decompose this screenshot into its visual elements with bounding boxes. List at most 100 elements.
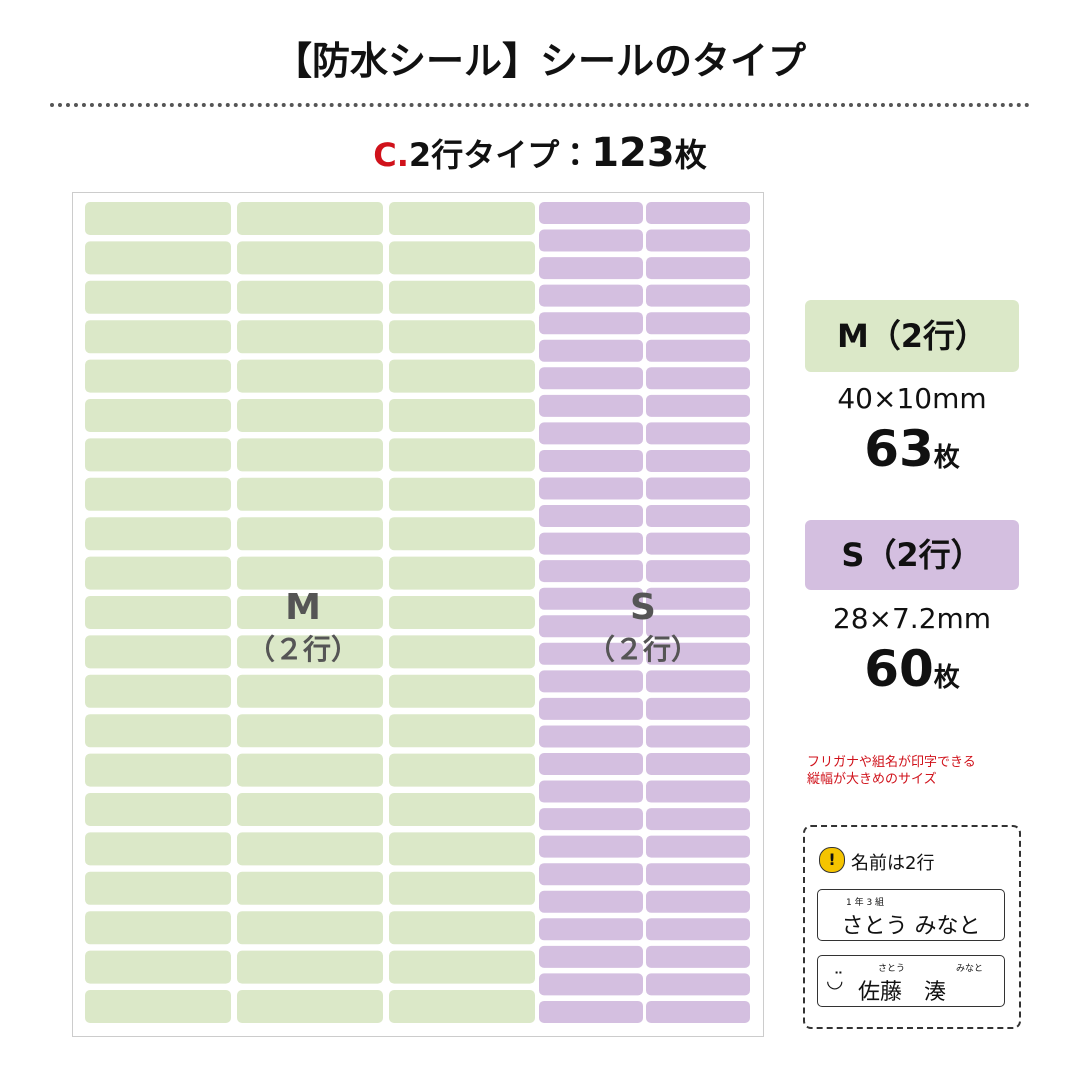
- sticker: [539, 257, 643, 280]
- sticker: [646, 532, 750, 555]
- furigana: みなと: [956, 964, 984, 974]
- size-m-dimensions: 40×10mm: [837, 382, 987, 415]
- sticker: [389, 714, 535, 748]
- sticker: [539, 532, 643, 555]
- example-box: ! 名前は2行 1 年 3 組 さとう みなと ◡̈ さとう みなと 佐藤 湊: [803, 825, 1021, 1029]
- label-size: M: [285, 587, 321, 628]
- sticker: [539, 973, 643, 996]
- sticker: [389, 280, 535, 314]
- sticker: [389, 753, 535, 787]
- sticker: [539, 697, 643, 720]
- sticker: [539, 1000, 643, 1023]
- sticker: [539, 945, 643, 968]
- sticker: [389, 517, 535, 551]
- sticker: [646, 697, 750, 720]
- sticker: [237, 911, 383, 945]
- label-size: S: [630, 587, 656, 628]
- sticker: [389, 674, 535, 708]
- sticker: [539, 367, 643, 390]
- sticker: [539, 918, 643, 941]
- sticker: [646, 477, 750, 500]
- sticker: [539, 505, 643, 528]
- sample-2: ◡̈ さとう みなと 佐藤 湊: [817, 955, 1005, 1007]
- sticker: [389, 359, 535, 393]
- label-lines: （２行）: [586, 633, 699, 666]
- sticker: [389, 202, 535, 235]
- sticker: [539, 670, 643, 693]
- sticker: [237, 793, 383, 826]
- sticker: [646, 945, 750, 968]
- subtitle-count: 123: [591, 130, 675, 176]
- sticker: [646, 587, 750, 610]
- sticker: [646, 918, 750, 941]
- sticker: [85, 438, 231, 472]
- sticker: [389, 477, 535, 511]
- sticker: [539, 284, 643, 307]
- subtitle-prefix: C.: [373, 136, 409, 174]
- sticker: [539, 422, 643, 445]
- subtitle-unit: 枚: [674, 136, 707, 174]
- size-s-badge: S（2行）: [805, 520, 1019, 590]
- sticker: [646, 505, 750, 528]
- sticker: [237, 399, 383, 432]
- sticker: [389, 438, 535, 472]
- unit: 枚: [933, 443, 960, 473]
- title: 【防水シール】シールのタイプ: [273, 39, 806, 83]
- sticker: [237, 517, 383, 551]
- sticker: [237, 753, 383, 787]
- sticker: [646, 339, 750, 362]
- sticker: [85, 911, 231, 945]
- sticker: [389, 990, 535, 1023]
- sticker: [646, 560, 750, 583]
- sticker: [237, 280, 383, 314]
- sticker: [85, 793, 231, 826]
- sticker: [646, 973, 750, 996]
- sticker: [85, 359, 231, 393]
- sticker: [237, 438, 383, 472]
- sheet-label-m: M （２行）: [218, 588, 388, 668]
- size-s-count: 60枚: [790, 640, 1034, 698]
- sticker: [646, 449, 750, 472]
- sticker: [539, 808, 643, 831]
- sticker: [539, 202, 643, 224]
- note: フリガナや組名が印字できる 縦幅が大きめのサイズ: [807, 754, 1067, 788]
- count: 60: [864, 640, 934, 698]
- sticker: [85, 241, 231, 275]
- sticker: [646, 670, 750, 693]
- sticker: [237, 556, 383, 590]
- sticker: [237, 714, 383, 748]
- sticker: [389, 793, 535, 826]
- note-line: 縦幅が大きめのサイズ: [807, 772, 937, 787]
- sticker: [237, 477, 383, 511]
- sticker: [646, 1000, 750, 1023]
- sheet-label-s: S （２行）: [558, 588, 728, 668]
- sticker: [389, 832, 535, 866]
- sticker: [539, 615, 643, 638]
- sticker: [646, 284, 750, 307]
- sticker: [646, 202, 750, 224]
- sticker: [85, 753, 231, 787]
- sticker: [539, 394, 643, 417]
- sticker: [237, 871, 383, 905]
- sticker: [389, 399, 535, 432]
- sticker: [237, 674, 383, 708]
- sticker: [237, 990, 383, 1023]
- sticker: [646, 642, 750, 665]
- sticker: [237, 950, 383, 984]
- sticker: [646, 753, 750, 775]
- sticker: [646, 863, 750, 886]
- sample-1: 1 年 3 組 さとう みなと: [817, 889, 1005, 941]
- sticker: [85, 517, 231, 551]
- sticker: [389, 596, 535, 629]
- sticker: [646, 394, 750, 417]
- sticker: [539, 587, 643, 610]
- sticker: [389, 556, 535, 590]
- sticker: [237, 320, 383, 354]
- sticker: [85, 556, 231, 590]
- label-lines: （２行）: [246, 633, 359, 666]
- sticker: [539, 312, 643, 335]
- sticker: [646, 780, 750, 803]
- smile-icon: ◡̈: [826, 968, 844, 992]
- sticker: [85, 202, 231, 235]
- sticker: [85, 674, 231, 708]
